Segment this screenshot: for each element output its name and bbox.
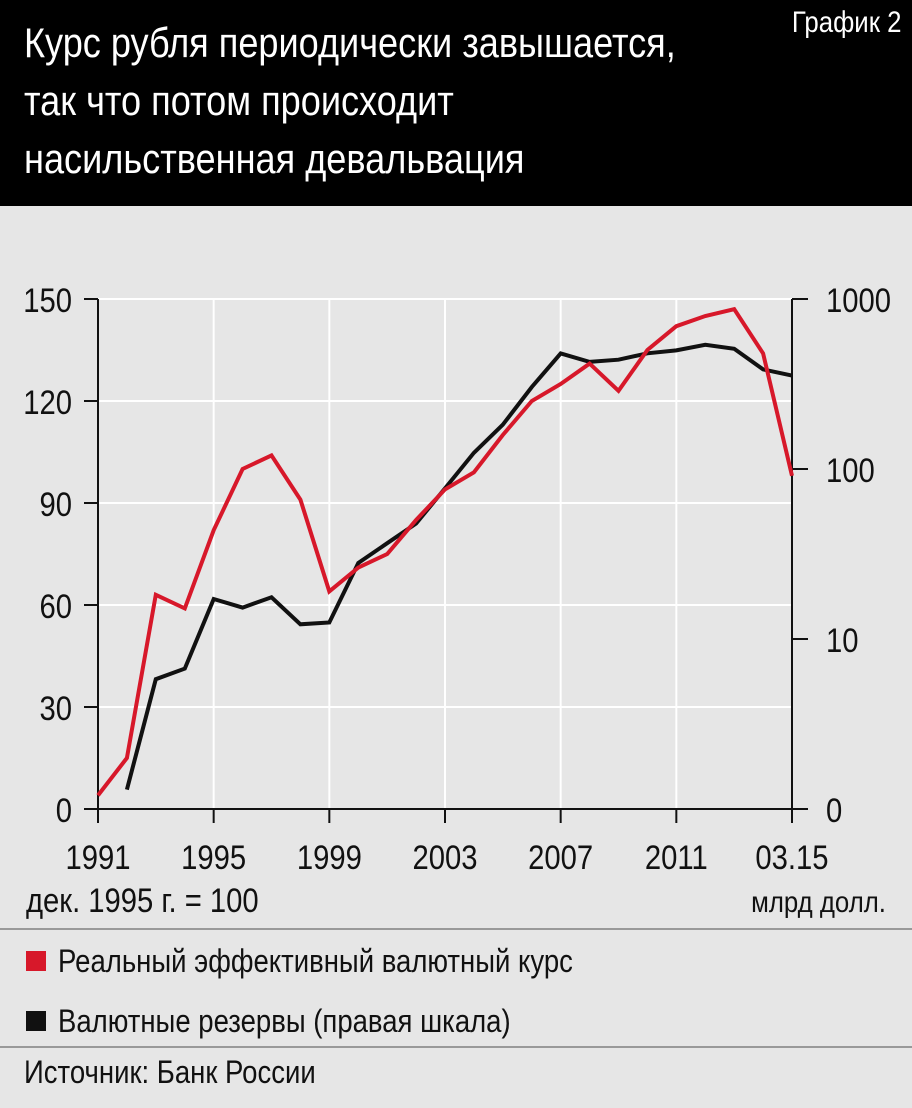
x-tick-label: 1991 [65, 838, 130, 877]
x-tick-label: 2003 [412, 838, 477, 877]
x-tick-label: 03.15 [755, 838, 828, 877]
x-tick-label: 2007 [528, 838, 593, 877]
y-left-tick-label: 30 [39, 689, 72, 728]
source-note: Источник: Банк России [24, 1054, 316, 1090]
legend-swatch-red [26, 951, 46, 971]
y-left-tick-label: 0 [56, 791, 72, 830]
legend-item-reserves: Валютные резервы (правая шкала) [26, 996, 584, 1046]
legend-top-divider [0, 928, 912, 930]
series-line-exchange-rate [96, 306, 794, 797]
line-chart: 0 30 60 90 120 150 1991 1995 1999 2003 2007 2011 03.… [23, 281, 891, 920]
chart-number-label: График 2 [792, 6, 902, 39]
legend-item-exchange-rate: Реальный эффективный валютный курс [26, 936, 657, 986]
chart-header: Курс рубля периодически завышается, так … [0, 0, 912, 206]
y-right-tick-label: 1000 [826, 281, 891, 320]
y-left-unit-label: дек. 1995 г. = 100 [26, 881, 259, 920]
legend-label: Реальный эффективный валютный курс [58, 942, 573, 979]
y-left-tick-label: 60 [39, 587, 72, 626]
y-left-tick-label: 150 [23, 281, 72, 320]
series-line-reserves [124, 342, 793, 791]
y-left-tick-label: 90 [39, 485, 72, 524]
legend-label: Валютные резервы (правая шкала) [58, 1002, 511, 1039]
legend-bottom-divider [0, 1046, 912, 1048]
y-right-tick-label: 10 [826, 621, 859, 660]
x-tick-label: 2011 [645, 838, 708, 877]
y-right-unit-label: млрд долл. [751, 885, 886, 918]
x-tick-label: 1995 [181, 838, 246, 877]
chart-title: Курс рубля периодически завышается, так … [24, 19, 676, 182]
x-tick-label: 1999 [297, 838, 362, 877]
chart-area: 0 30 60 90 120 150 1991 1995 1999 2003 2007 2011 03.… [0, 206, 912, 928]
legend-swatch-black [26, 1011, 46, 1031]
y-right-tick-label: 100 [826, 451, 875, 490]
y-left-tick-label: 120 [23, 383, 72, 422]
y-right-tick-label: 0 [826, 791, 842, 830]
